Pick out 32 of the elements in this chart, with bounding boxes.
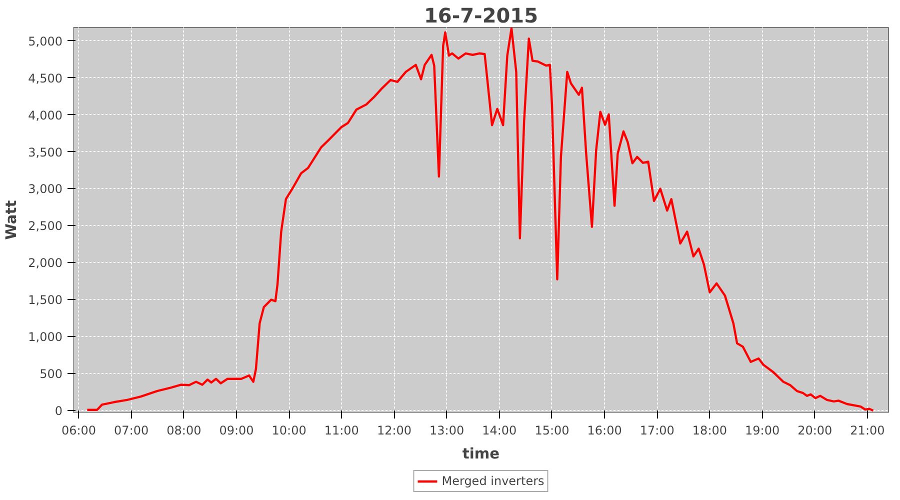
x-tick-label: 13:00 [430,424,464,438]
x-tick-label: 20:00 [798,424,832,438]
y-tick-label: 3,000 [28,182,63,196]
y-tick-label: 2,500 [28,219,63,234]
y-tick-label: 4,000 [28,108,63,122]
x-tick-label: 07:00 [114,424,149,438]
y-tick-label: 2,000 [28,256,63,270]
y-tick-label: 1,000 [28,330,63,344]
x-tick-label: 15:00 [534,424,570,438]
x-tick-label: 14:00 [482,424,517,438]
x-tick-label: 06:00 [61,424,96,438]
x-tick-label: 21:00 [850,424,885,438]
chart-title: 16-7-2015 [424,4,538,28]
line-series [86,28,874,412]
x-tick-label: 19:00 [745,424,780,438]
y-tick-label: 0 [54,404,63,418]
x-tick-label: 10:00 [272,424,306,438]
x-tick-label: 12:00 [376,424,412,438]
y-tick-label: 3,500 [28,145,63,160]
x-tick-label: 11:00 [324,424,359,438]
x-tick-label: 08:00 [166,424,202,438]
x-tick-label: 09:00 [219,424,254,438]
x-tick-label: 17:00 [640,424,674,438]
y-tick-label: 1,500 [28,293,63,308]
y-tick-label: 500 [40,367,62,382]
y-axis-title: Watt [3,200,20,240]
x-tick-label: 18:00 [692,424,728,438]
y-tick-label: 5,000 [28,34,63,48]
legend-label: Merged inverters [442,474,544,488]
x-tick-label: 16:00 [587,424,622,438]
x-axis-title: time [462,446,500,462]
y-tick-label: 4,500 [28,71,63,86]
